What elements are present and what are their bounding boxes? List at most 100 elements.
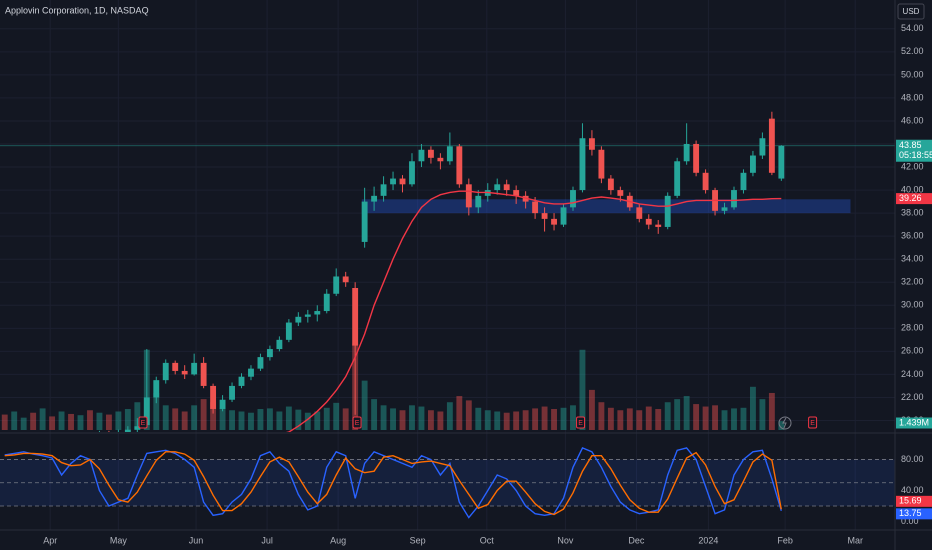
volume-bar xyxy=(285,406,292,430)
candle-body xyxy=(570,190,576,208)
candle-body xyxy=(541,213,548,219)
candle-body xyxy=(352,288,359,346)
volume-bar xyxy=(475,407,482,430)
y-tick-label: 26.00 xyxy=(901,346,924,356)
candle-body xyxy=(560,207,567,225)
candle-body xyxy=(399,178,406,185)
volume-bar xyxy=(1,414,8,430)
volume-bar xyxy=(276,411,283,430)
x-tick-label: Feb xyxy=(777,535,793,545)
candle-body xyxy=(475,195,482,208)
candle-body xyxy=(333,276,340,294)
candle-body xyxy=(238,376,245,386)
candle-body xyxy=(750,155,756,173)
candle-body xyxy=(731,190,737,208)
ma-label-bg xyxy=(896,193,932,205)
candle-body xyxy=(598,149,605,179)
earnings-marker[interactable]: E xyxy=(576,416,586,429)
earnings-label[interactable]: E xyxy=(355,420,360,427)
y-tick-label: 32.00 xyxy=(901,277,924,287)
volume-bar xyxy=(702,406,709,430)
candle-body xyxy=(465,184,472,208)
volume-bar xyxy=(532,408,539,430)
candle-body xyxy=(588,138,595,150)
candle-body xyxy=(778,145,785,179)
y-tick-label: 30.00 xyxy=(901,300,924,310)
volume-bar xyxy=(200,399,207,430)
candle-body xyxy=(266,349,273,358)
volume-bar xyxy=(570,405,576,430)
volume-bar xyxy=(295,409,302,430)
volume-bar xyxy=(636,410,643,430)
earnings-marker[interactable]: E xyxy=(352,416,362,429)
currency-box[interactable] xyxy=(897,3,925,20)
volume-bar xyxy=(740,407,747,430)
volume-bar xyxy=(229,410,235,430)
candle-body xyxy=(513,190,520,196)
earnings-badge[interactable] xyxy=(352,416,362,429)
earnings-badge[interactable] xyxy=(576,416,586,429)
earnings-label[interactable]: E xyxy=(810,420,815,427)
candle-body xyxy=(229,385,235,400)
candle-body xyxy=(532,201,539,214)
earnings-marker[interactable]: E xyxy=(808,416,818,429)
candle-body xyxy=(285,322,292,340)
volume-bar xyxy=(257,409,264,430)
y-tick-label: 46.00 xyxy=(901,115,924,125)
volume-bar xyxy=(323,407,330,430)
earnings-label[interactable]: E xyxy=(141,420,146,427)
osc-tick-label: 0.00 xyxy=(901,516,919,526)
volume-bar xyxy=(664,402,671,430)
oscillator-line xyxy=(4,447,782,519)
replay-icon[interactable] xyxy=(778,416,792,430)
candle-body xyxy=(295,316,302,323)
volume-bar xyxy=(134,402,141,430)
candle-body xyxy=(172,362,179,371)
y-tick-label: 48.00 xyxy=(901,92,924,102)
volume-bar xyxy=(124,409,131,430)
x-tick-label: May xyxy=(110,535,128,545)
candle-body xyxy=(210,385,217,409)
candle-body xyxy=(693,144,700,173)
earnings-marker[interactable]: E xyxy=(138,416,148,429)
volume-bar xyxy=(551,409,557,430)
currency[interactable]: USD xyxy=(903,7,920,16)
volume-bar xyxy=(721,410,728,430)
volume-bar xyxy=(11,411,18,430)
osc-d-label-bg xyxy=(896,495,932,507)
osc-d-label: 15.69 xyxy=(896,496,932,507)
volume-bar xyxy=(210,402,217,430)
earnings-label[interactable]: E xyxy=(578,420,583,427)
volume-bar xyxy=(768,392,775,430)
volume-label-text: 1.439M xyxy=(899,417,929,427)
volume-bar xyxy=(674,399,681,430)
candle-body xyxy=(418,149,425,162)
volume-bar xyxy=(68,413,74,430)
candle-body xyxy=(323,293,330,312)
candle-body xyxy=(191,362,198,375)
last-price-label-bg xyxy=(896,139,932,162)
earnings-badge[interactable] xyxy=(808,416,818,429)
candle-body xyxy=(759,138,766,156)
volume-bar xyxy=(191,405,198,430)
ma-label: 39.26 xyxy=(896,193,932,205)
volume-bar xyxy=(342,408,349,430)
volume-bar xyxy=(588,389,595,430)
candle-body xyxy=(551,218,557,225)
volume-bar xyxy=(683,396,690,430)
candle-body xyxy=(768,118,775,173)
volume-bar xyxy=(522,410,529,430)
candle-body xyxy=(390,178,396,185)
volume-bar xyxy=(380,405,387,430)
x-tick-label: Sep xyxy=(410,535,426,545)
candle-body xyxy=(702,172,709,191)
volume-bar xyxy=(105,414,112,430)
candle-body xyxy=(503,184,510,191)
volume-bar xyxy=(39,408,46,430)
earnings-badge[interactable] xyxy=(138,416,148,429)
volume-bar xyxy=(162,405,169,430)
osc-k-label-bg xyxy=(896,508,932,520)
volume-bar xyxy=(172,408,179,430)
candle-body xyxy=(219,399,226,409)
